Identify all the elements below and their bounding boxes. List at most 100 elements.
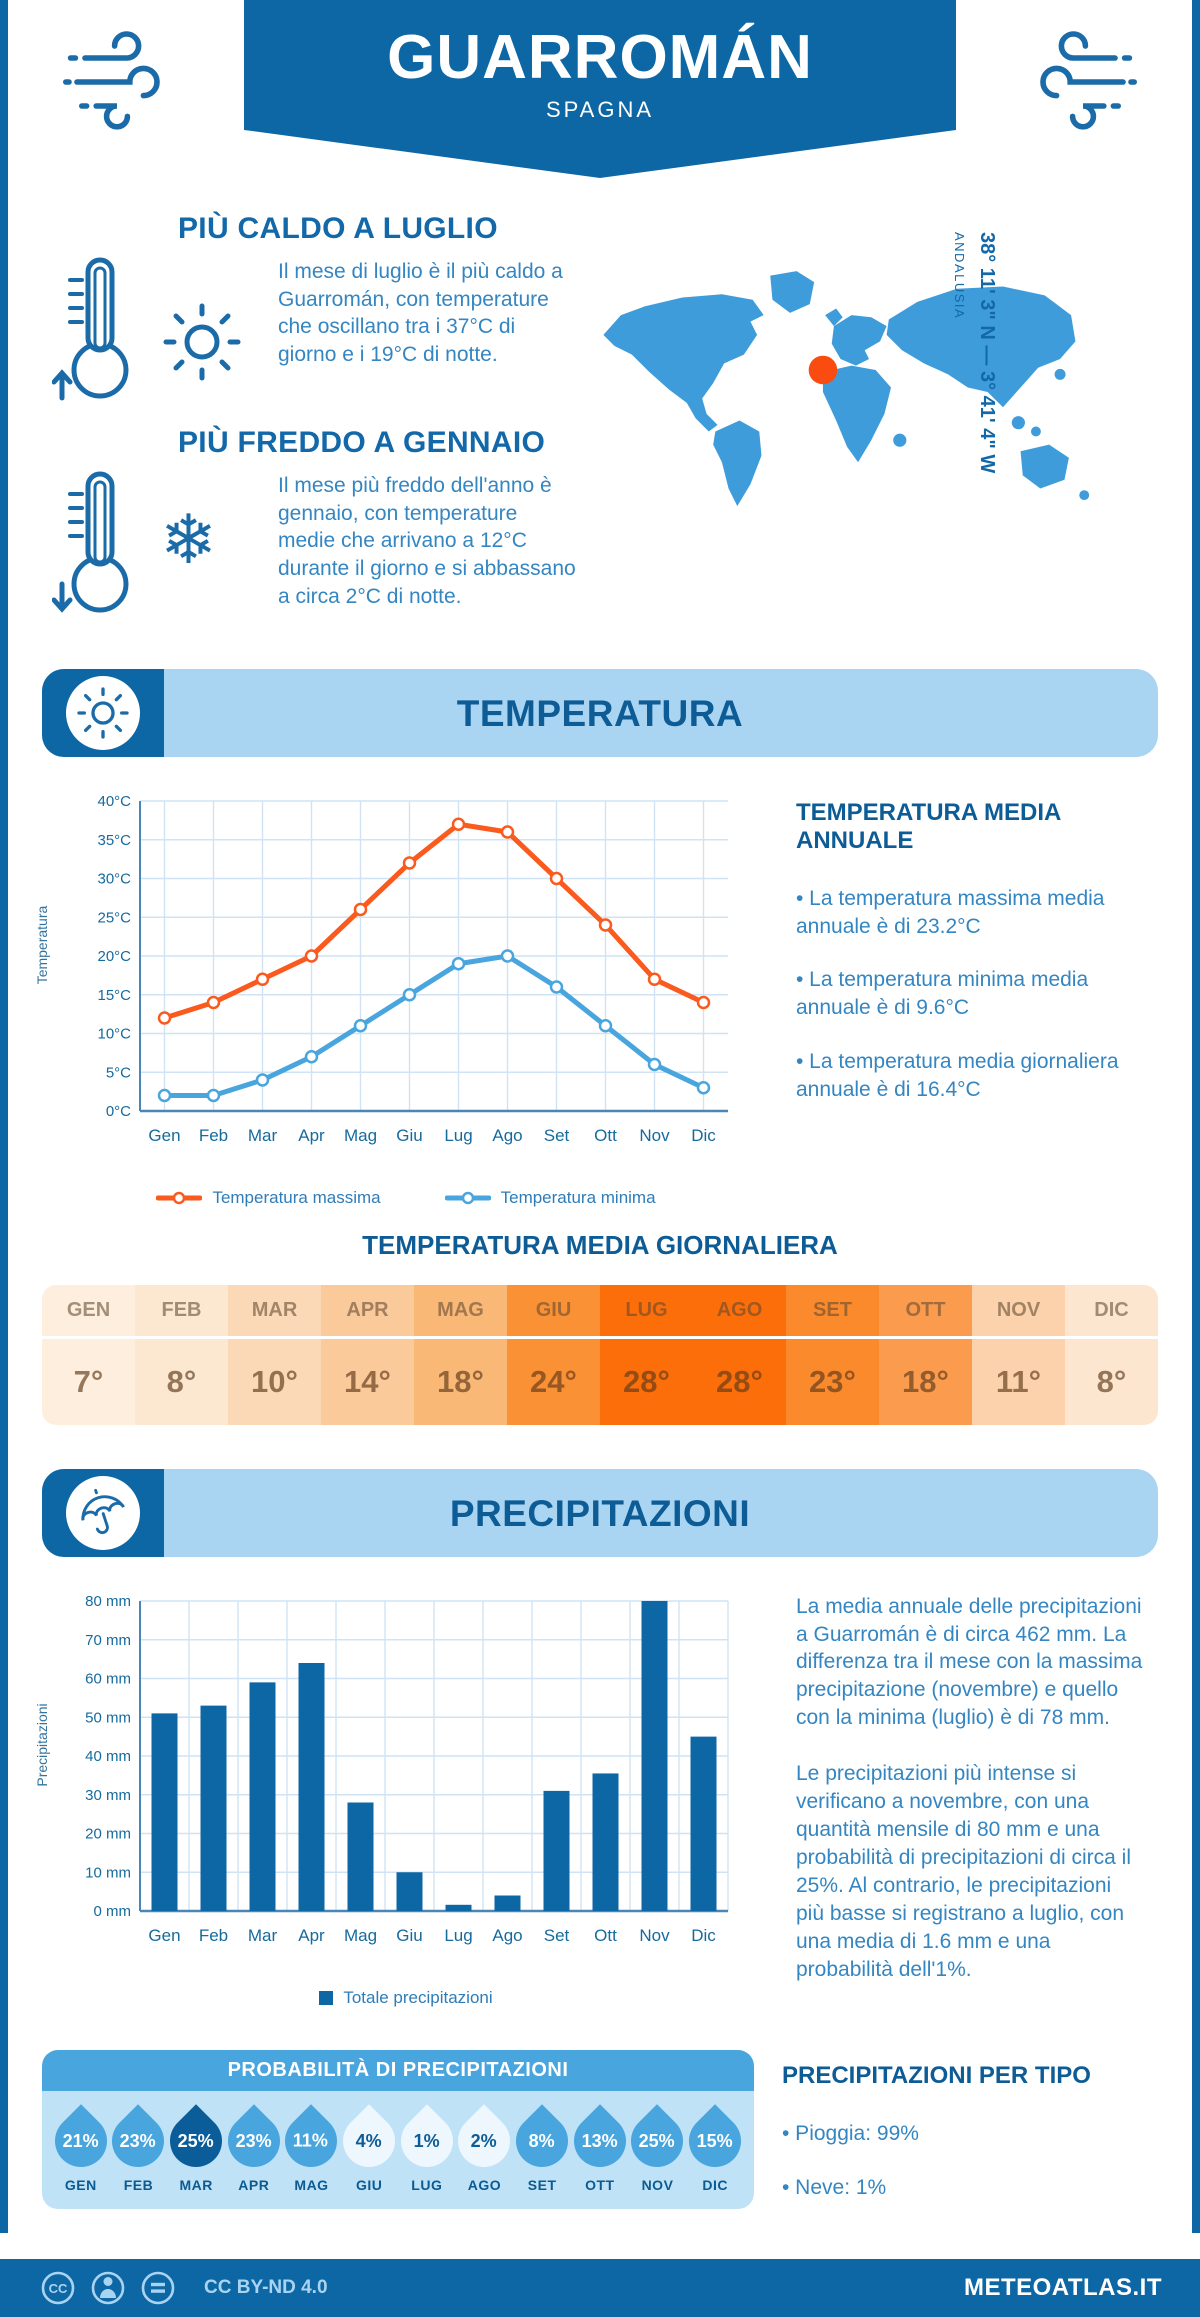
page-subtitle: SPAGNA [545,97,655,122]
highlight-text: Il mese di luglio è il più caldo a Guarr… [278,260,563,367]
temperature-banner: TEMPERATURA [42,668,1158,757]
sun-icon [160,300,244,389]
legend-item: Totale precipitazioni [319,1988,493,2008]
annual-stat: • La temperatura minima media annuale è … [796,968,1089,1020]
probability-section: PROBABILITÀ DI PRECIPITAZIONI 21% GEN 23% F… [8,2016,1192,2234]
probability-month: 21% GEN [44,2099,118,2193]
y-axis-label: Temperatura [34,905,50,984]
svg-text:Nov: Nov [639,1926,670,1945]
precipitation-bar-chart: 0 mm 10 mm 20 mm 30 mm 40 mm 50 mm 60 mm 70 mm 8… [85,1593,729,1945]
probability-month: 25% MAR [159,2099,233,2193]
region-label: ANDALUSIA [952,232,967,320]
probability-month: 13% OTT [563,2099,637,2193]
geo-coordinates: ANDALUSIA 38° 11' 3" N — 3° 41' 4" W [952,232,1182,473]
highlight-text: Il mese più freddo dell'anno è gennaio, … [278,474,576,608]
svg-text:CC: CC [49,2281,68,2296]
svg-text:Nov: Nov [639,1126,670,1145]
precipitation-chart: Precipitazioni 0 mm 10 mm 20 mm 30 mm 40 mm 5… [8,1587,768,2012]
chart-legend: Totale precipitazioni [44,1988,768,2008]
legend-item: Temperatura massima [156,1188,381,1208]
raindrop-icon: 25% [620,2103,695,2178]
svg-text:40 mm: 40 mm [85,1748,131,1765]
panel-title: TEMPERATURA MEDIA ANNUALE [796,798,1061,854]
highlights: PIÙ CALDO A LUGLIO Il mese di luglio è i… [48,212,578,653]
annual-temperature-panel: TEMPERATURA MEDIA ANNUALE • La temperatu… [768,787,1192,1208]
svg-text:0 mm: 0 mm [94,1903,132,1920]
svg-text:Lug: Lug [444,1926,472,1945]
section-title: PRECIPITAZIONI [449,1492,751,1534]
probability-month: 23% FEB [101,2099,176,2193]
annual-stat: • La temperatura massima media annuale è… [796,886,1105,938]
probability-month: 25% NOV [620,2099,695,2193]
panel-title: PRECIPITAZIONI PER TIPO [782,2061,1091,2089]
svg-text:Dic: Dic [691,1126,716,1145]
cc-license-icons: CC [41,2272,175,2305]
month-cell: AGO 28° [693,1284,786,1425]
page-title: GUARROMÁN [387,23,813,92]
month-cell: MAR 10° [228,1284,321,1425]
raindrop-icon: 13% [563,2103,637,2178]
hot-month-block: PIÙ CALDO A LUGLIO Il mese di luglio è i… [48,212,578,401]
probability-month: 8% SET [505,2099,579,2193]
temperature-line-chart: 0°C 5°C 10°C 15°C 20°C 25°C 30°C 35°C 40°C Gen Feb… [97,793,728,1145]
svg-text:Giu: Giu [396,1926,422,1945]
highlight-title: PIÙ FREDDO A GENNAIO [178,426,546,459]
raindrop-icon: 23% [101,2103,176,2178]
snowflake-icon: ❄ [160,502,217,578]
svg-text:30°C: 30°C [97,870,131,887]
annual-stat: • La temperatura media giornaliera annua… [796,1050,1119,1102]
raindrop-icon: 2% [447,2103,522,2178]
cold-month-block: ❄ PIÙ FREDDO A GENNAIO Il mese più fredd… [48,426,578,613]
header: GUARROMÁN SPAGNA [8,0,1192,178]
coordinates-label: 38° 11' 3" N — 3° 41' 4" W [976,232,998,474]
svg-text:Set: Set [544,1126,570,1145]
month-cell: NOV 11° [972,1284,1065,1425]
svg-text:20 mm: 20 mm [85,1825,131,1842]
y-axis-label: Precipitazioni [34,1702,50,1787]
svg-text:25°C: 25°C [97,909,131,926]
raindrop-icon: 21% [44,2103,118,2178]
svg-text:Ott: Ott [594,1126,617,1145]
license-info: CC CC BY-ND 4.0 [38,2268,328,2308]
svg-text:0°C: 0°C [106,1103,131,1120]
month-cell: GIU 24° [507,1284,600,1425]
svg-text:Mar: Mar [248,1926,278,1945]
month-cell: GEN 7° [42,1284,135,1425]
title-banner: GUARROMÁN SPAGNA [244,0,956,178]
svg-text:50 mm: 50 mm [85,1709,131,1726]
infographic-page: GUARROMÁN SPAGNA [0,0,1200,2234]
svg-text:Set: Set [544,1926,570,1945]
svg-text:Gen: Gen [148,1126,180,1145]
svg-text:40°C: 40°C [97,793,131,810]
daily-table-title: TEMPERATURA MEDIA GIORNALIERA [362,1229,838,1260]
sun-icon [66,675,140,750]
svg-text:80 mm: 80 mm [85,1593,131,1610]
month-cell: APR 14° [321,1284,414,1425]
precipitation-paragraph: Le precipitazioni più intense si verific… [796,1762,1131,1981]
footer: CC CC BY-ND 4.0 METEOATLAS.IT [0,2259,1200,2317]
svg-text:Ott: Ott [594,1926,617,1945]
raindrop-icon: 8% [505,2103,579,2178]
raindrop-icon: 25% [159,2103,233,2178]
svg-text:Dic: Dic [691,1926,716,1945]
site-name: METEOATLAS.IT [963,2274,1162,2302]
license-label: CC BY-ND 4.0 [204,2277,328,2299]
svg-text:Mar: Mar [248,1126,278,1145]
probability-month: 23% APR [217,2099,291,2193]
highlight-title: PIÙ CALDO A LUGLIO [178,212,498,245]
umbrella-icon [66,1475,140,1550]
svg-text:10 mm: 10 mm [85,1864,131,1881]
svg-text:Mag: Mag [344,1126,377,1145]
svg-text:Giu: Giu [396,1126,422,1145]
temperature-chart: Temperatura 0°C 5°C 10°C 15°C 20°C 25°C 30°C 35… [8,787,768,1208]
raindrop-icon: 23% [217,2103,291,2178]
month-cell: LUG 28° [600,1284,693,1425]
raindrop-icon: 1% [390,2103,464,2178]
precipitation-text-panel: La media annuale delle precipitazioni a … [768,1587,1192,2012]
svg-text:15°C: 15°C [97,986,131,1003]
probability-month: 4% GIU [332,2099,406,2193]
wind-icon [60,18,190,143]
svg-text:5°C: 5°C [106,1064,131,1081]
month-cell: OTT 18° [879,1284,972,1425]
svg-text:Apr: Apr [298,1126,325,1145]
